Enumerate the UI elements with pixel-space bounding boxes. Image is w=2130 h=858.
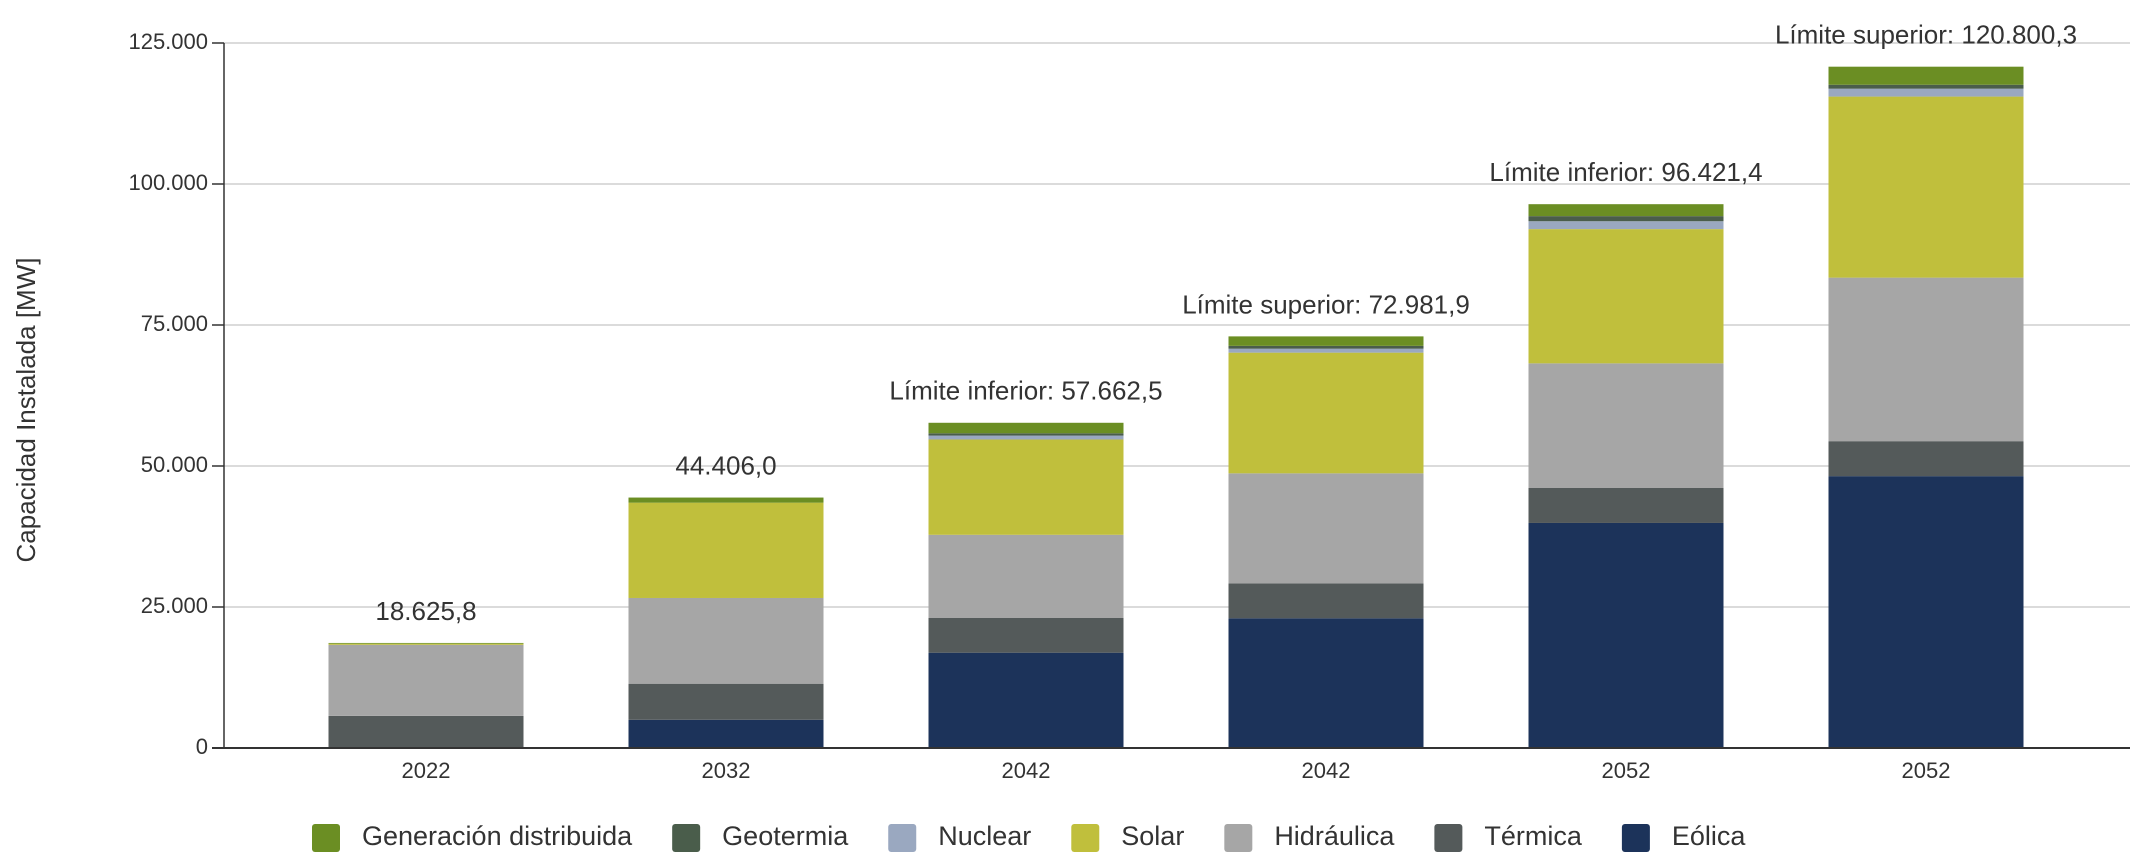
bar-segment — [1828, 84, 2024, 89]
y-tick-label: 125.000 — [128, 29, 208, 54]
legend-swatch — [1224, 824, 1253, 852]
bar-segment — [1228, 618, 1424, 748]
bar-segment — [928, 652, 1124, 748]
bar-segment — [1528, 204, 1724, 217]
legend-swatch — [1434, 824, 1463, 852]
bar-segment — [1528, 487, 1724, 523]
legend-swatch — [1071, 824, 1100, 852]
legend-swatch — [672, 824, 701, 852]
annotation: Límite superior: 120.800,3 — [1775, 20, 2077, 50]
legend-label: Generación distribuida — [362, 821, 633, 851]
bar-segment — [928, 435, 1124, 440]
annotation: Límite superior: 72.981,9 — [1182, 289, 1470, 319]
legend-label: Nuclear — [938, 821, 1031, 851]
bar-segment — [1528, 522, 1724, 748]
x-tick-label: 2022 — [402, 758, 451, 783]
bar-segment — [928, 617, 1124, 653]
bar-segment — [928, 433, 1124, 436]
bar-segment — [928, 439, 1124, 535]
y-tick-label: 75.000 — [141, 311, 208, 336]
legend-label: Geotermia — [722, 821, 849, 851]
annotation: Límite inferior: 57.662,5 — [889, 376, 1162, 406]
bar-segment — [1228, 473, 1424, 584]
bar-segment — [1828, 66, 2024, 85]
y-axis-label: Capacidad Instalada [MW] — [11, 258, 41, 563]
legend-label: Hidráulica — [1274, 821, 1395, 851]
legend-label: Eólica — [1672, 821, 1747, 851]
bar-segment — [628, 597, 824, 684]
x-tick-label: 2032 — [702, 758, 751, 783]
annotation: 18.625,8 — [375, 596, 476, 626]
bar-segment — [928, 534, 1124, 618]
bar-segment — [328, 715, 524, 748]
bar-segment — [1828, 277, 2024, 442]
bar-segment — [1528, 221, 1724, 230]
bar-segment — [1228, 348, 1424, 353]
bar-segment — [1828, 96, 2024, 278]
bar-segment — [1228, 336, 1424, 346]
legend-swatch — [888, 824, 917, 852]
x-tick-label: 2052 — [1602, 758, 1651, 783]
bar-segment — [628, 719, 824, 748]
bar-segment — [1528, 363, 1724, 488]
bar-segment — [1228, 583, 1424, 619]
y-tick-label: 0 — [196, 734, 208, 759]
bar-segment — [1828, 88, 2024, 97]
bar-segment — [628, 683, 824, 720]
bar-segment — [1528, 229, 1724, 364]
bar-segment — [328, 643, 524, 645]
annotation: Límite inferior: 96.421,4 — [1489, 157, 1762, 187]
bar-segment — [328, 644, 524, 716]
legend-label: Térmica — [1484, 821, 1582, 851]
bar-segment — [928, 422, 1124, 434]
bar-segment — [1228, 345, 1424, 349]
bar-segment — [1828, 476, 2024, 748]
x-tick-label: 2052 — [1902, 758, 1951, 783]
x-tick-label: 2042 — [1302, 758, 1351, 783]
x-tick-label: 2042 — [1002, 758, 1051, 783]
legend-swatch — [1621, 824, 1650, 852]
bar-segment — [628, 497, 824, 503]
y-tick-label: 100.000 — [128, 170, 208, 195]
bar-segment — [628, 502, 824, 598]
annotation: 44.406,0 — [675, 450, 776, 480]
legend-label: Solar — [1121, 821, 1184, 851]
bar-segment — [1228, 352, 1424, 474]
bar-segment — [1828, 441, 2024, 477]
bar-segment — [1528, 216, 1724, 222]
legend-swatch — [312, 824, 340, 852]
y-tick-label: 50.000 — [141, 452, 208, 477]
bar-segment — [328, 642, 524, 644]
y-tick-label: 25.000 — [141, 593, 208, 618]
